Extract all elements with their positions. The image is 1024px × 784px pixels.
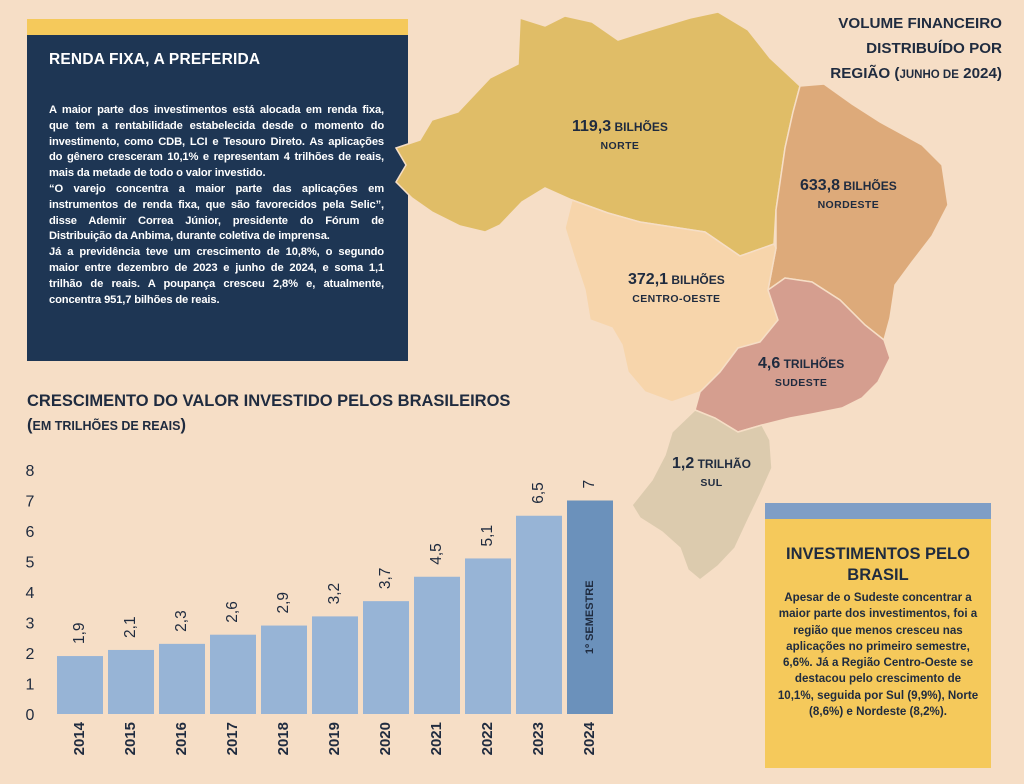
y-tick-label: 2 (26, 646, 35, 663)
region-name-norte: NORTE (600, 140, 640, 152)
map-title-line3-main: REGIÃO ( (830, 65, 900, 82)
region-label-norte: 119,3 BILHÕES NORTE (572, 118, 668, 152)
info-box-body: A maior parte dos investimentos está alo… (49, 104, 384, 306)
region-unit-nordeste: BILHÕES (840, 179, 897, 193)
bar-value-label: 2,9 (275, 592, 292, 614)
region-amount-sul: 1,2 (672, 455, 695, 472)
map-title-line1: VOLUME FINANCEIRO (838, 15, 1002, 32)
info-box-accent-bar (27, 19, 408, 35)
bar-value-label: 6,5 (530, 482, 547, 504)
map-title-line2: DISTRIBUÍDO POR (866, 40, 1002, 57)
region-amount-centro-oeste: 372,1 (628, 271, 669, 288)
bar-value-label: 7 (581, 480, 598, 489)
region-unit-centro-oeste: BILHÕES (668, 273, 725, 287)
map-title-line3: REGIÃO (JUNHO DE 2024) (830, 65, 1002, 82)
y-tick-label: 3 (26, 616, 35, 633)
bar (363, 601, 409, 714)
x-tick-label: 2014 (71, 721, 88, 755)
chart-subtitle-close: ) (180, 416, 186, 434)
y-tick-label: 4 (26, 585, 35, 602)
bar-value-label: 2,6 (224, 601, 241, 623)
bar (516, 515, 562, 714)
x-tick-label: 2019 (326, 722, 343, 755)
region-name-nordeste: NORDESTE (817, 199, 880, 211)
bar-value-label: 2,3 (173, 610, 190, 632)
side-box: INVESTIMENTOS PELO BRASIL Apesar de o Su… (765, 519, 991, 768)
bar-value-label: 5,1 (479, 525, 496, 547)
bar-value-label: 3,7 (377, 568, 394, 590)
bar (210, 634, 256, 714)
x-tick-label: 2017 (224, 722, 241, 755)
y-tick-label: 5 (26, 555, 35, 572)
bar (159, 643, 205, 714)
region-sul-shape (631, 409, 773, 581)
y-tick-label: 7 (26, 494, 35, 511)
info-box-title: RENDA FIXA, A PREFERIDA (49, 51, 261, 68)
region-label-nordeste: 633,8 BILHÕES NORDESTE (800, 177, 897, 211)
region-unit-sul: TRILHÃO (694, 457, 751, 471)
bar (261, 625, 307, 714)
bar (465, 558, 511, 714)
region-label-centro-oeste: 372,1 BILHÕES CENTRO-OESTE (628, 271, 725, 305)
chart-subtitle-open: ( (27, 416, 33, 434)
x-tick-label: 2022 (479, 722, 496, 755)
x-tick-label: 2015 (122, 722, 139, 755)
x-tick-label: 2023 (530, 722, 547, 755)
x-tick-label: 2021 (428, 722, 445, 755)
side-box-accent-bar (765, 503, 991, 519)
chart-subtitle-text: EM TRILHÕES DE REAIS (32, 419, 181, 433)
region-label-sul: 1,2 TRILHÃO SUL (672, 455, 751, 489)
region-name-sul: SUL (700, 477, 723, 489)
region-name-centro-oeste: CENTRO-OESTE (632, 293, 721, 305)
region-nordeste-shape (766, 83, 949, 342)
bar-value-label: 1,9 (71, 622, 88, 644)
region-amount-norte: 119,3 (572, 118, 612, 135)
side-box-body: Apesar de o Sudeste concentrar a maior p… (777, 591, 979, 719)
x-tick-label: 2018 (275, 722, 292, 755)
side-box-title: INVESTIMENTOS PELO BRASIL (786, 545, 970, 584)
bar (57, 656, 103, 714)
region-unit-sudeste: TRILHÕES (780, 357, 845, 371)
bar-value-label: 4,5 (428, 543, 445, 565)
x-tick-label: 2024 (581, 721, 598, 755)
bar-highlight-label: 1º SEMESTRE (584, 580, 596, 654)
region-unit-norte: BILHÕES (611, 120, 668, 134)
y-tick-label: 0 (26, 707, 35, 724)
bar (567, 500, 613, 714)
map-title-line3-year: 2024) (958, 65, 1002, 82)
region-amount-sudeste: 4,6 (758, 355, 781, 372)
region-sudeste-shape (694, 277, 891, 433)
chart-subtitle: (EM TRILHÕES DE REAIS) (27, 416, 186, 435)
bar-value-label: 3,2 (326, 583, 343, 605)
y-tick-label: 8 (26, 463, 35, 480)
bar (108, 649, 154, 714)
map-title: VOLUME FINANCEIRO DISTRIBUÍDO POR REGIÃO… (742, 11, 1002, 88)
info-box: RENDA FIXA, A PREFERIDA A maior parte do… (27, 35, 408, 361)
map-title-line3-small: JUNHO DE (899, 69, 959, 81)
y-tick-label: 6 (26, 524, 35, 541)
y-tick-label: 1 (26, 677, 35, 694)
chart-title: CRESCIMENTO DO VALOR INVESTIDO PELOS BRA… (27, 392, 511, 410)
region-label-sudeste: 4,6 TRILHÕES SUDESTE (758, 355, 844, 389)
x-tick-label: 2016 (173, 722, 190, 755)
x-tick-label: 2020 (377, 722, 394, 755)
bar (312, 616, 358, 714)
region-name-sudeste: SUDESTE (774, 377, 828, 389)
region-amount-nordeste: 633,8 (800, 177, 841, 194)
bar-value-label: 2,1 (122, 616, 139, 638)
bar (414, 576, 460, 714)
